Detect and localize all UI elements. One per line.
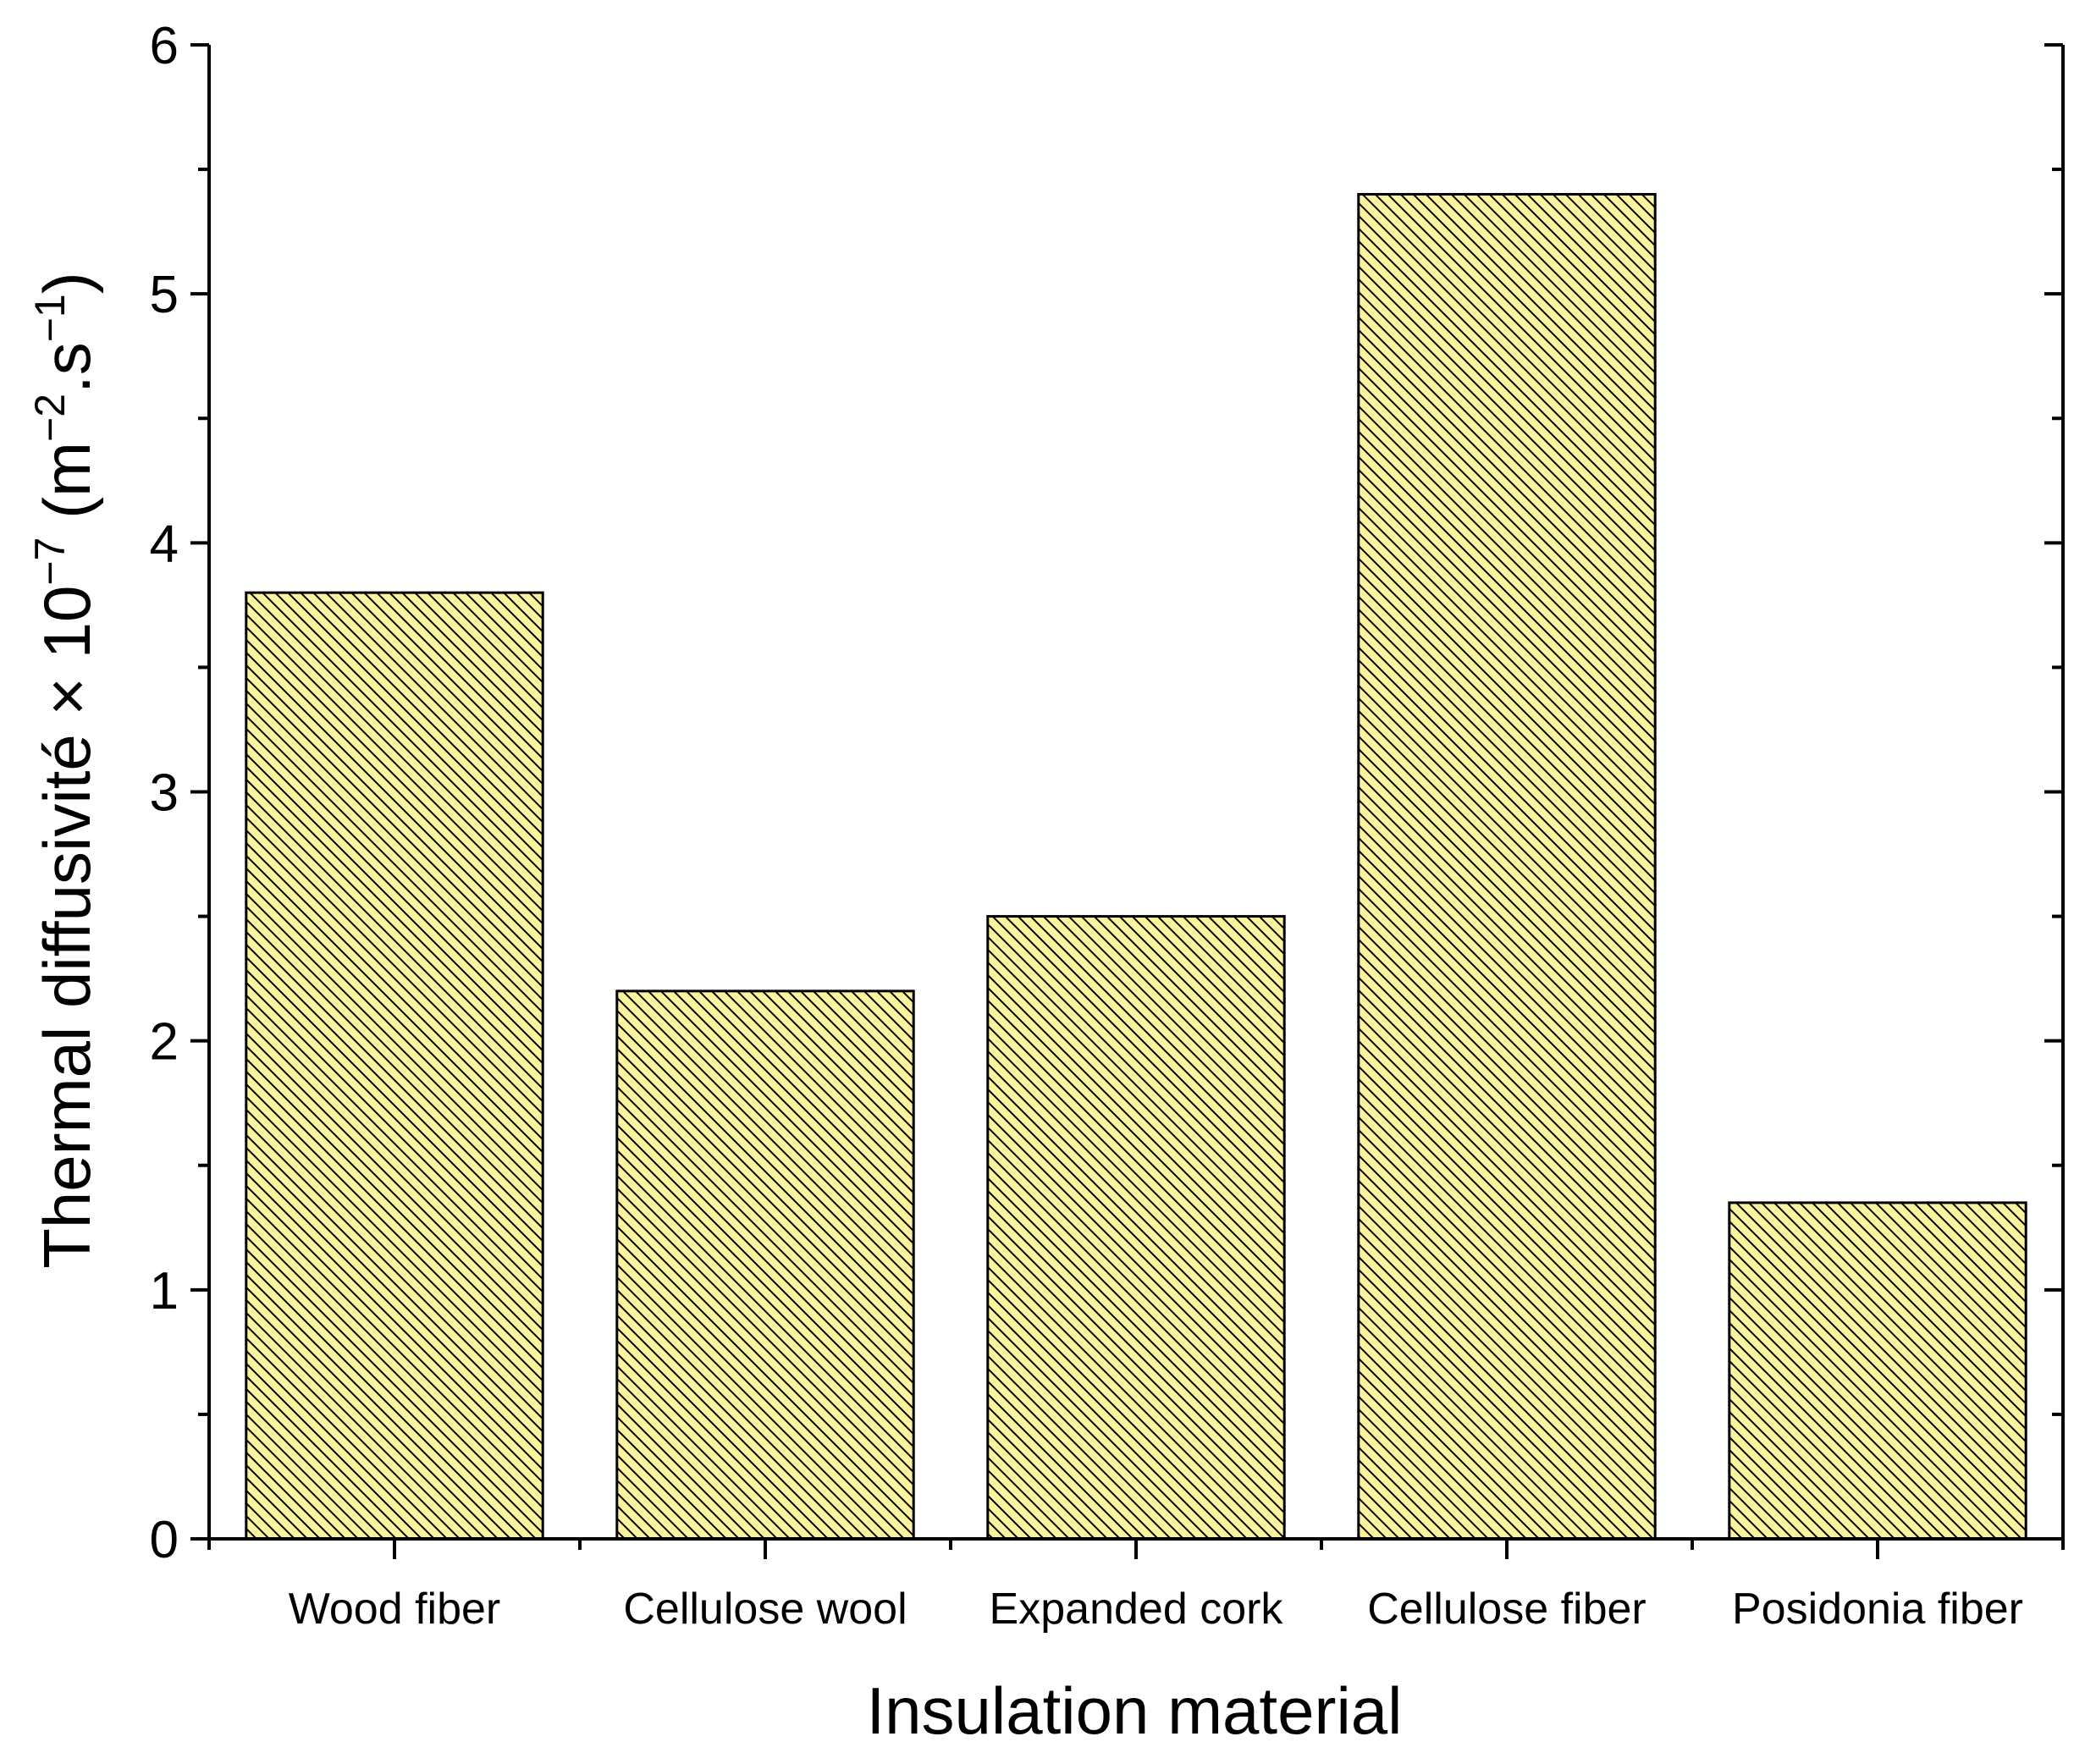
x-tick-label: Wood fiber [289,1585,501,1634]
y-axis-title-unit-exponent-1: −2 [26,394,74,442]
y-tick-label: 2 [150,1013,179,1072]
y-tick-label: 6 [150,17,179,75]
x-tick-label: Cellulose wool [623,1585,907,1634]
y-axis-title-unit-close: ) [30,272,104,294]
x-axis-title: Insulation material [867,1673,1403,1748]
labels-layer: 0 1 2 3 4 5 6 Wood fiber Cellulose wool Expanded … [150,17,2023,1634]
y-tick-label: 4 [150,515,179,573]
bar-cellulose-wool [615,989,915,1541]
y-tick-label: 1 [150,1262,179,1320]
y-tick-label: 3 [150,764,179,823]
y-axis-title-unit-mid: .s [30,342,104,394]
y-tick-label: 5 [150,266,179,324]
y-axis-title: Thermal diffusivité × 10−7 (m−2.s−1) [26,272,104,1268]
bar-expanded-cork [986,915,1286,1541]
x-tick-label: Posidonia fiber [1732,1585,2023,1634]
y-tick-label: 0 [150,1511,179,1569]
x-tick-label: Cellulose fiber [1367,1585,1646,1634]
bar-wood-fiber [245,591,544,1541]
axes-layer [190,43,2065,1559]
bars-layer [245,193,2027,1541]
y-axis-title-exponent: −7 [26,537,74,586]
x-tick-label: Expanded cork [990,1585,1284,1634]
bar-cellulose-fiber [1357,193,1657,1541]
y-axis-title-unit-open: (m [30,442,104,537]
y-axis-title-main: Thermal diffusivité × 10 [30,586,104,1269]
bar-posidonia-fiber [1728,1201,2027,1541]
y-axis-title-unit-exponent-2: −1 [26,294,74,342]
